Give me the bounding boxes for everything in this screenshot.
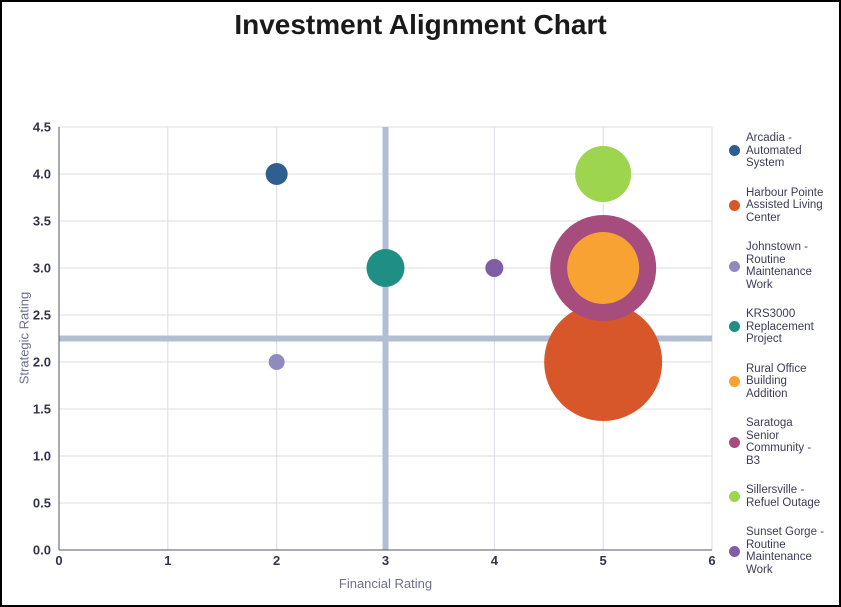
legend-item-arcadia-automated-system[interactable]: Arcadia - Automated System <box>729 132 839 170</box>
legend-item-saratoga-senior-community-b3[interactable]: Saratoga Senior Community - B3 <box>729 417 839 467</box>
bubble-arcadia-automated-system[interactable] <box>265 163 288 185</box>
legend-item-sillersville-refuel-outage[interactable]: Sillersville - Refuel Outage <box>729 484 839 509</box>
y-tick-label: 1.5 <box>33 402 51 417</box>
legend-item-label: Harbour Pointe Assisted Living Center <box>746 186 824 224</box>
y-tick-label: 3.0 <box>33 261 51 276</box>
legend-marker-icon <box>729 375 740 387</box>
x-tick-label: 0 <box>55 553 62 568</box>
y-tick-label: 0.5 <box>33 496 51 511</box>
bubble-harbour-pointe-assisted-living-center[interactable] <box>544 303 663 421</box>
y-tick-label: 0.0 <box>33 543 51 558</box>
legend-item-krs3000-replacement-project[interactable]: KRS3000 Replacement Project <box>729 308 839 346</box>
bubble-krs3000-replacement-project[interactable] <box>366 249 405 287</box>
y-tick-label: 2.5 <box>33 308 51 323</box>
x-tick-label: 4 <box>491 553 499 568</box>
legend-item-label: Sillersville - Refuel Outage <box>746 484 821 509</box>
y-tick-label: 4.0 <box>33 167 51 182</box>
legend-marker-icon <box>729 145 740 157</box>
chart-title: Investment Alignment Chart <box>234 9 607 40</box>
legend-item-label: Johnstown - Routine Maintenance Work <box>746 241 812 291</box>
x-tick-label: 3 <box>382 553 389 568</box>
bubble-sunset-gorge-routine-maintenance-work[interactable] <box>485 259 504 277</box>
legend-marker-icon <box>729 436 740 448</box>
y-tick-label: 3.5 <box>33 214 51 229</box>
legend-marker-icon <box>729 321 740 333</box>
x-tick-label: 5 <box>600 553 607 568</box>
y-tick-label: 2.0 <box>33 355 51 370</box>
x-axis-title: Financial Rating <box>338 576 433 591</box>
legend-item-label: Rural Office Building Addition <box>746 362 807 400</box>
y-tick-label: 1.0 <box>33 449 51 464</box>
legend-item-label: KRS3000 Replacement Project <box>746 308 814 345</box>
legend-marker-icon <box>729 491 740 502</box>
x-tick-label: 2 <box>273 553 280 568</box>
legend-item-sunset-gorge-routine-maintenance-work[interactable]: Sunset Gorge - Routine Maintenance Work <box>729 526 839 576</box>
legend-item-label: Arcadia - Automated System <box>746 132 802 169</box>
legend-item-label: Sunset Gorge - Routine Maintenance Work <box>746 526 824 576</box>
legend-marker-icon <box>729 545 740 557</box>
y-tick-label: 4.5 <box>33 120 51 135</box>
legend-item-label: Saratoga Senior Community - B3 <box>746 417 812 467</box>
legend-item-harbour-pointe-assisted-living-center[interactable]: Harbour Pointe Assisted Living Center <box>729 186 839 225</box>
bubble-johnstown-routine-maintenance-work[interactable] <box>268 354 285 370</box>
bubble-rural-office-building-addition[interactable] <box>567 232 640 304</box>
legend-marker-icon <box>729 260 740 272</box>
legend: Arcadia - Automated System Harbour Pointe As… <box>729 132 839 576</box>
x-tick-label: 6 <box>708 553 715 568</box>
bubble-sillersville-refuel-outage[interactable] <box>575 146 632 202</box>
legend-item-johnstown-routine-maintenance-work[interactable]: Johnstown - Routine Maintenance Work <box>729 241 839 291</box>
legend-item-rural-office-building-addition[interactable]: Rural Office Building Addition <box>729 362 839 401</box>
y-axis-title: Strategic Rating <box>16 291 32 385</box>
x-tick-label: 1 <box>164 553 171 568</box>
legend-marker-icon <box>729 199 740 211</box>
